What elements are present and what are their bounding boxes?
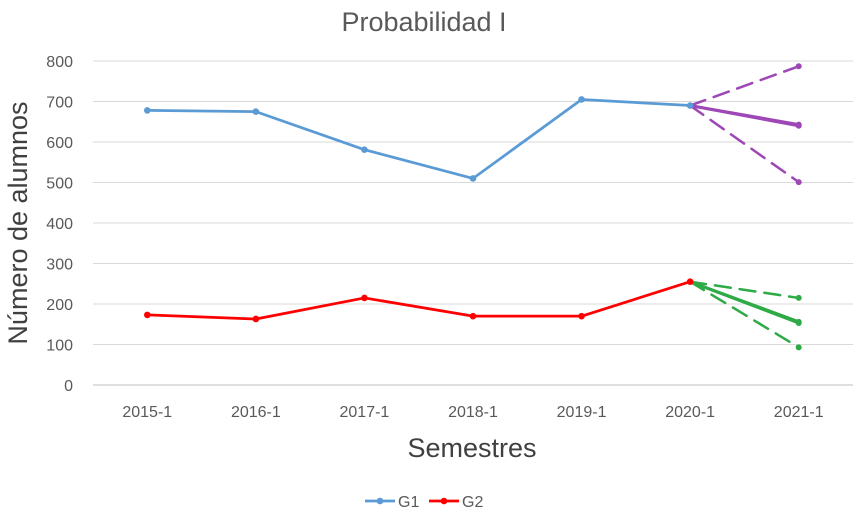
y-axis-ticks: 0 100 200 300 400 500 600 700 800 <box>46 54 73 395</box>
x-axis-title: Semestres <box>407 433 536 463</box>
data-point-g1 <box>686 102 694 109</box>
data-point-g2 <box>361 294 368 302</box>
x-tick-label: 2019-1 <box>557 404 607 421</box>
projection-line <box>688 280 800 300</box>
projection-line <box>688 280 801 325</box>
projection-point <box>795 344 802 351</box>
data-point-g2 <box>578 312 585 320</box>
data-point-g1 <box>361 146 368 153</box>
data-point-g2 <box>469 312 477 320</box>
legend-label: G1 <box>398 494 419 511</box>
data-points <box>143 63 802 351</box>
y-tick-label: 100 <box>46 338 73 355</box>
x-axis-ticks: 2015-1 2016-1 2017-1 2018-1 2019-1 2020-1 2021… <box>122 404 823 421</box>
y-tick-label: 200 <box>46 297 73 314</box>
projection-line <box>688 104 800 184</box>
x-tick-label: 2021-1 <box>774 404 824 421</box>
y-tick-label: 400 <box>46 216 73 233</box>
series-lines <box>147 98 691 321</box>
projection-point <box>795 179 802 186</box>
y-tick-label: 300 <box>46 257 73 274</box>
y-axis-title: Número de alumnos <box>3 101 33 344</box>
projection-point <box>795 294 802 301</box>
series-line-g2 <box>147 280 691 321</box>
data-point-g1 <box>143 107 151 114</box>
legend-marker <box>376 497 384 505</box>
x-tick-label: 2017-1 <box>340 404 390 421</box>
projection-point <box>795 320 802 327</box>
projection-line <box>688 280 800 349</box>
projection-point <box>795 63 802 70</box>
projection-point <box>795 122 802 129</box>
legend: G1 G2 <box>365 494 483 511</box>
y-tick-label: 600 <box>46 135 73 152</box>
x-tick-label: 2015-1 <box>122 404 172 421</box>
x-tick-label: 2018-1 <box>448 404 498 421</box>
y-tick-label: 500 <box>46 176 73 193</box>
projection-lines <box>688 65 801 349</box>
y-tick-label: 700 <box>46 95 73 112</box>
projection-line <box>688 65 800 107</box>
chart-title: Probabilidad I <box>341 7 506 37</box>
projection-line <box>688 104 801 128</box>
series-line-g1 <box>147 98 691 180</box>
x-tick-label: 2020-1 <box>665 404 715 421</box>
y-tick-label: 800 <box>46 54 73 71</box>
data-point-g2 <box>143 311 151 319</box>
data-point-g1 <box>252 108 260 115</box>
data-point-g1 <box>469 175 477 182</box>
legend-label: G2 <box>462 494 483 511</box>
data-point-g1 <box>578 96 585 103</box>
legend-marker <box>440 497 448 505</box>
y-tick-label: 0 <box>64 378 73 395</box>
data-point-g2 <box>252 315 260 323</box>
gridlines <box>93 60 853 386</box>
data-point-g2 <box>686 278 694 286</box>
x-tick-label: 2016-1 <box>231 404 281 421</box>
